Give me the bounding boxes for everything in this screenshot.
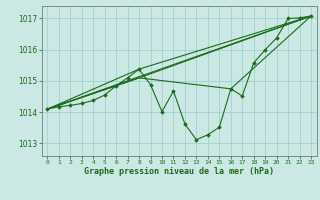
X-axis label: Graphe pression niveau de la mer (hPa): Graphe pression niveau de la mer (hPa) [84, 167, 274, 176]
